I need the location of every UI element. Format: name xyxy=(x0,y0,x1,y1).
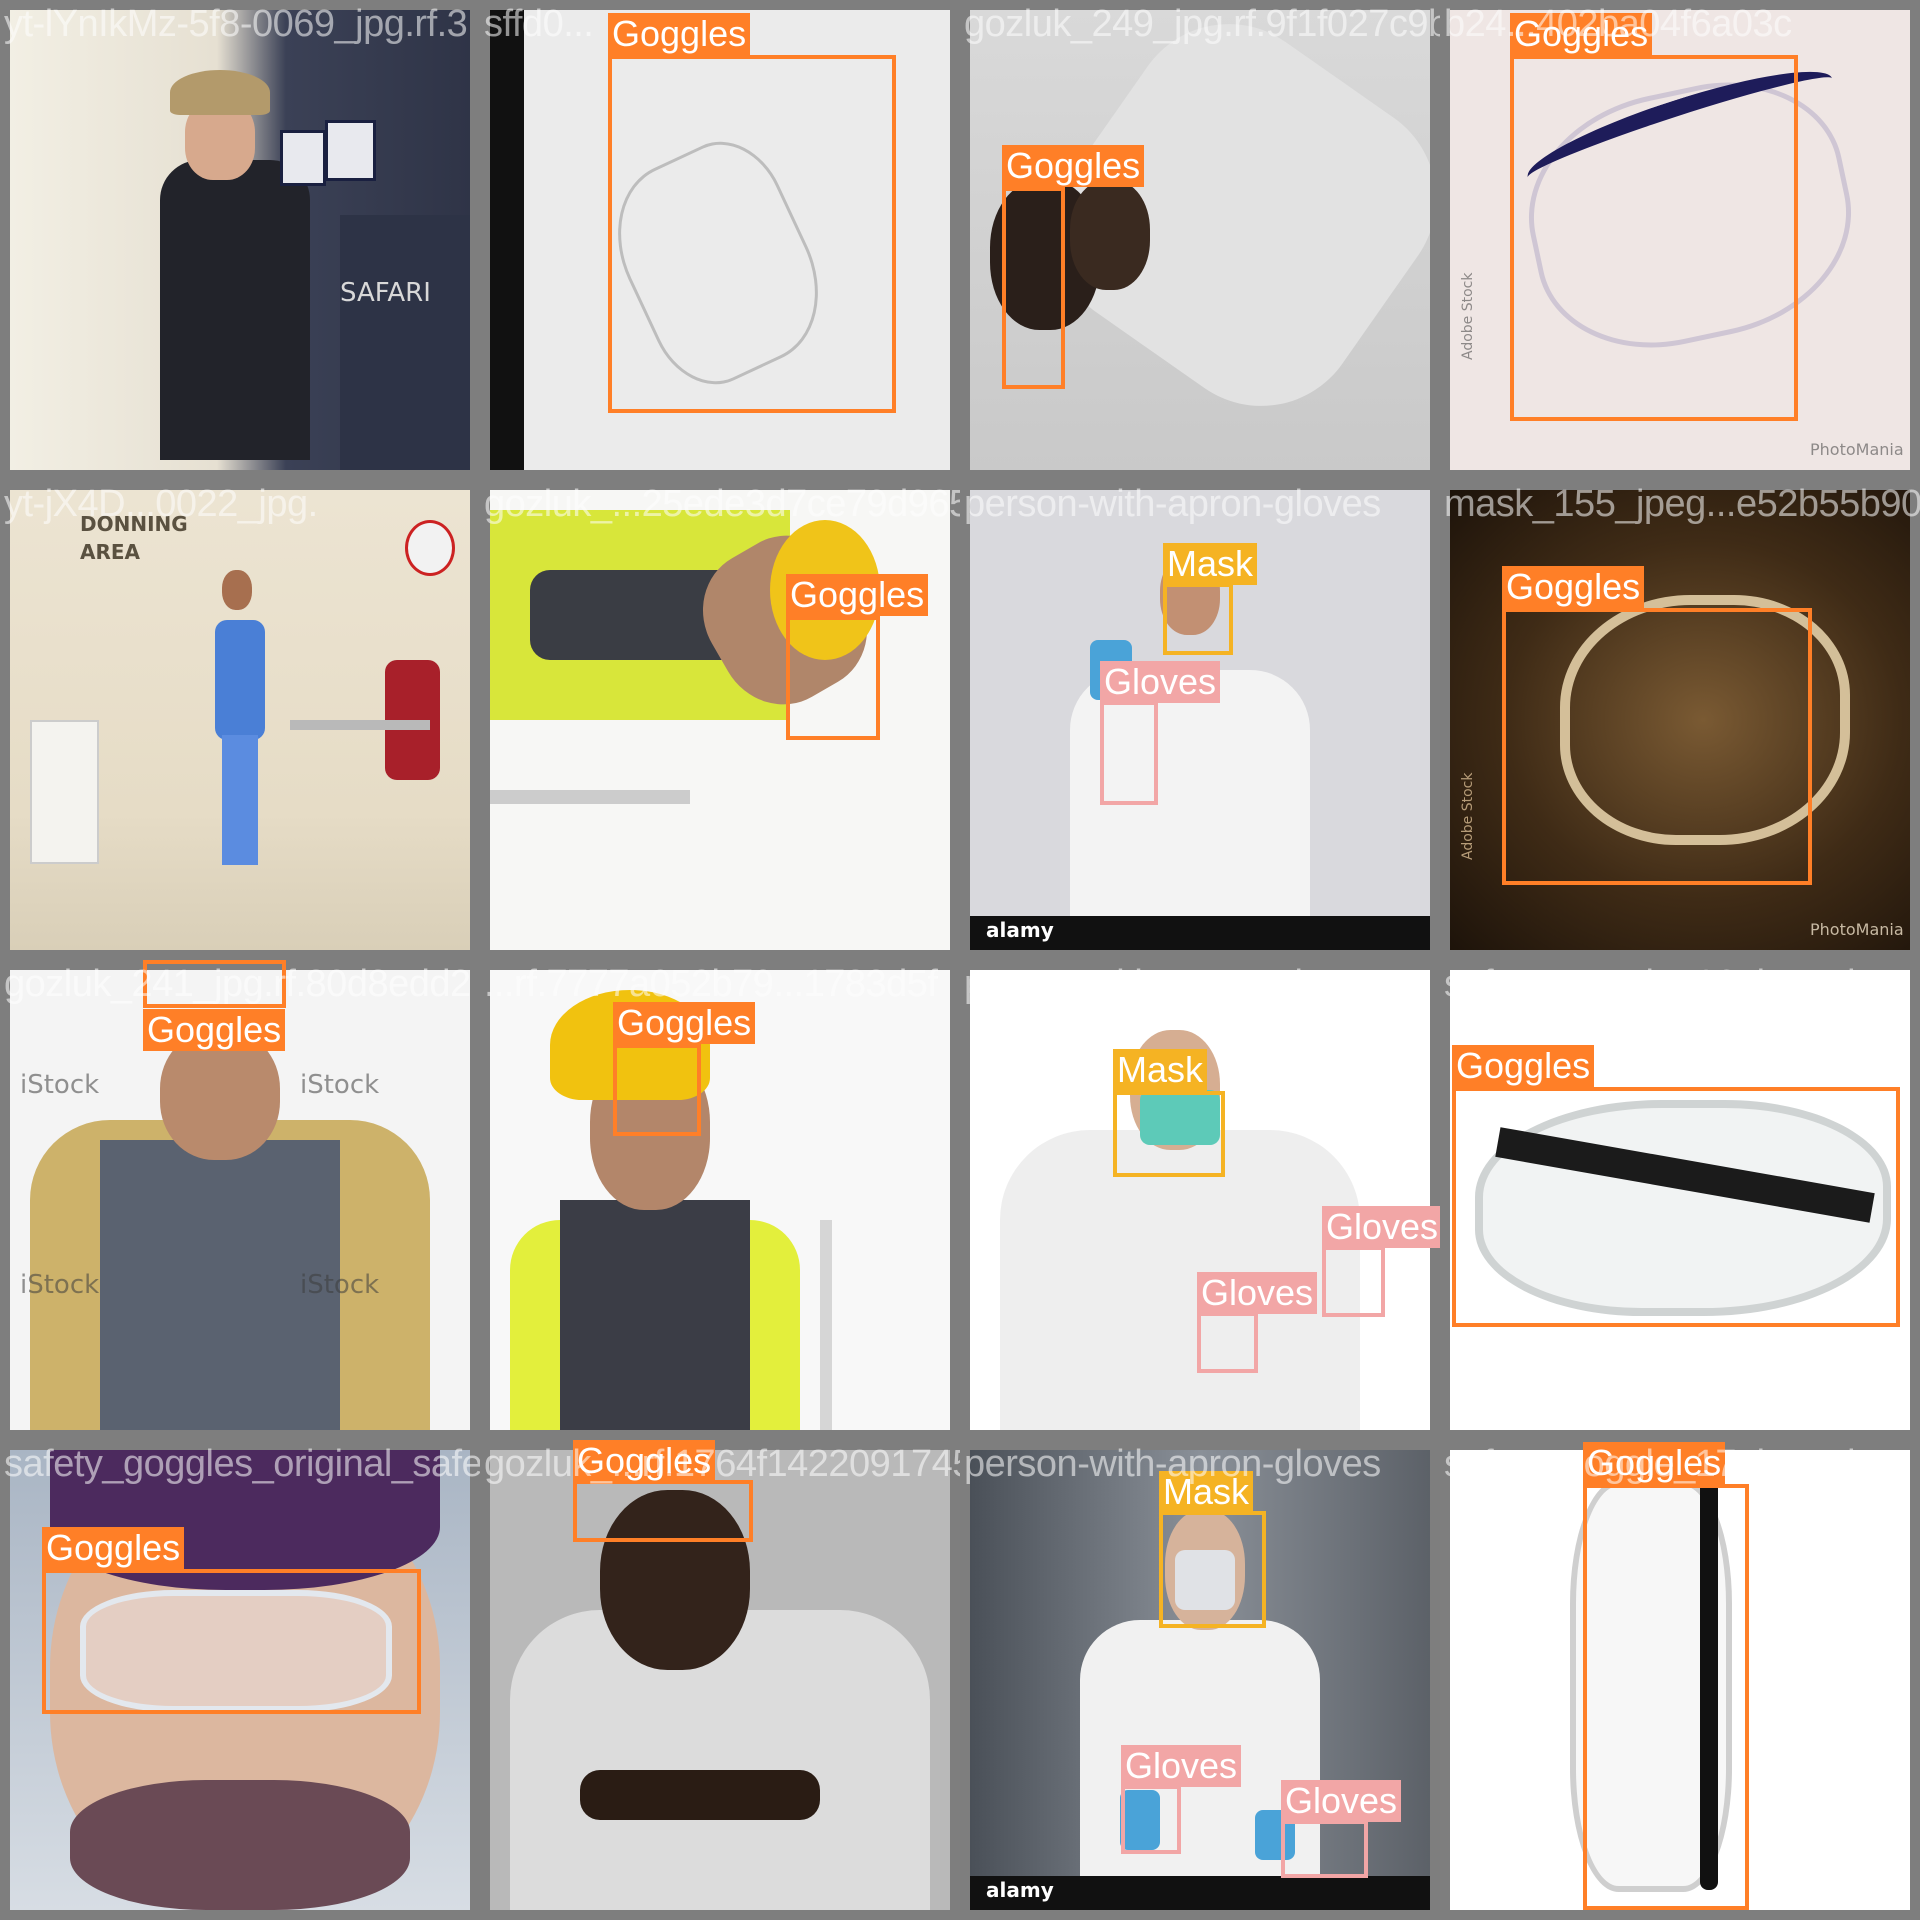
goggles-bounding-box xyxy=(1452,1087,1900,1327)
adobe-watermark: Adobe Stock xyxy=(1460,272,1476,360)
mask-bounding-box xyxy=(1163,583,1233,655)
goggles-bounding-box xyxy=(573,1480,753,1542)
image-tile: Goggles safety_goggle_16_jpeg_jpg xyxy=(1440,960,1920,1440)
goggles-bounding-box xyxy=(608,55,896,413)
tile-photo xyxy=(1450,1450,1910,1910)
goggles-bounding-box xyxy=(1583,1484,1749,1910)
goggles-bounding-box xyxy=(1502,608,1812,885)
gloves-bounding-box xyxy=(1322,1246,1385,1317)
safari-wordmark: SAFARI xyxy=(340,278,431,308)
adobe-watermark: Adobe Stock xyxy=(1460,772,1476,860)
image-tile: iStock iStock iStock iStock Goggles gozl… xyxy=(0,960,480,1440)
image-tile: Goggles gozluk_...25ede3d7ce79d96547780 xyxy=(480,480,960,960)
donning-area-sign: DONNING AREA xyxy=(80,512,188,564)
gloves-bounding-box xyxy=(1197,1312,1258,1373)
tile-photo xyxy=(490,10,950,470)
tile-photo: alamy xyxy=(970,1450,1430,1910)
mask-label: Mask xyxy=(1159,1471,1254,1513)
goggles-label: Goggles xyxy=(1502,566,1645,608)
istock-watermark: iStock xyxy=(20,1070,100,1100)
image-tile: Goggles safety_goggles_original_safety xyxy=(0,1440,480,1920)
mask-label: Mask xyxy=(1113,1049,1208,1091)
tile-photo xyxy=(490,490,950,950)
photomania-watermark: PhotoMania xyxy=(1810,440,1904,459)
image-tile: Adobe Stock PhotoMania Goggles mask_155_… xyxy=(1440,480,1920,960)
gloves-label: Gloves xyxy=(1322,1206,1440,1248)
goggles-label: Goggles xyxy=(1510,13,1653,55)
image-tile: Goggles gozluk_...rf.1764f1422091745509 xyxy=(480,1440,960,1920)
image-tile: Goggles safety_goggle_17_jpeg_jpg xyxy=(1440,1440,1920,1920)
image-tile: SAFARI yt-lYnIkMz-5f8-0069_jpg.rf.3 xyxy=(0,0,480,480)
istock-watermark: iStock xyxy=(300,1070,380,1100)
goggles-bounding-box xyxy=(786,616,880,740)
goggles-label: Goggles xyxy=(786,574,929,616)
goggles-bounding-box xyxy=(42,1569,421,1714)
gloves-bounding-box xyxy=(1281,1820,1368,1878)
mask-bounding-box xyxy=(1159,1511,1266,1628)
photomania-watermark: PhotoMania xyxy=(1810,920,1904,939)
mask-label: Mask xyxy=(1163,543,1258,585)
tile-photo xyxy=(970,10,1430,470)
tile-photo: Adobe Stock PhotoMania xyxy=(1450,10,1910,470)
istock-watermark: iStock xyxy=(20,1270,100,1300)
gloves-label: Gloves xyxy=(1121,1745,1242,1787)
tile-photo: SAFARI xyxy=(10,10,470,470)
mask-bounding-box xyxy=(1113,1091,1225,1177)
image-tile: Adobe Stock PhotoMania Goggles b24...402… xyxy=(1440,0,1920,480)
gloves-label: Gloves xyxy=(1281,1780,1402,1822)
goggles-bounding-box xyxy=(613,1044,701,1136)
goggles-label: Goggles xyxy=(1452,1045,1595,1087)
image-tile: Goggles sffd0... xyxy=(480,0,960,480)
image-tile: Goggles ...rf.7777a052b79...1783d5f xyxy=(480,960,960,1440)
image-tile: DONNING AREA yt-jX4D...0022_jpg. xyxy=(0,480,480,960)
tile-photo: DONNING AREA xyxy=(10,490,470,950)
gloves-label: Gloves xyxy=(1197,1272,1318,1314)
image-tile: alamy Mask Gloves Gloves person-with-apr… xyxy=(960,1440,1440,1920)
tile-photo xyxy=(490,1450,950,1910)
goggles-label: Goggles xyxy=(42,1527,185,1569)
goggles-label: Goggles xyxy=(1583,1442,1726,1484)
alamy-logo: alamy xyxy=(986,918,1054,942)
goggles-bounding-box xyxy=(143,960,286,1008)
gloves-bounding-box xyxy=(1100,701,1158,805)
image-tile: Mask Gloves Gloves person-with-apron-glo… xyxy=(960,960,1440,1440)
istock-watermark: iStock xyxy=(300,1270,380,1300)
goggles-label: Goggles xyxy=(1002,145,1145,187)
gloves-label: Gloves xyxy=(1100,661,1221,703)
image-tile: alamy Mask Gloves person-with-apron-glov… xyxy=(960,480,1440,960)
goggles-bounding-box xyxy=(1002,187,1065,389)
tile-photo xyxy=(10,1450,470,1910)
tile-photo xyxy=(490,970,950,1430)
goggles-label: Goggles xyxy=(608,13,751,55)
goggles-label: Goggles xyxy=(573,1440,716,1482)
image-tile: Goggles gozluk_249_jpg.rf.9f1f027c9b24 xyxy=(960,0,1440,480)
goggles-label: Goggles xyxy=(143,1009,286,1051)
goggles-label: Goggles xyxy=(613,1002,756,1044)
goggles-bounding-box xyxy=(1510,55,1798,421)
alamy-logo: alamy xyxy=(986,1878,1054,1902)
gloves-bounding-box xyxy=(1121,1785,1181,1854)
